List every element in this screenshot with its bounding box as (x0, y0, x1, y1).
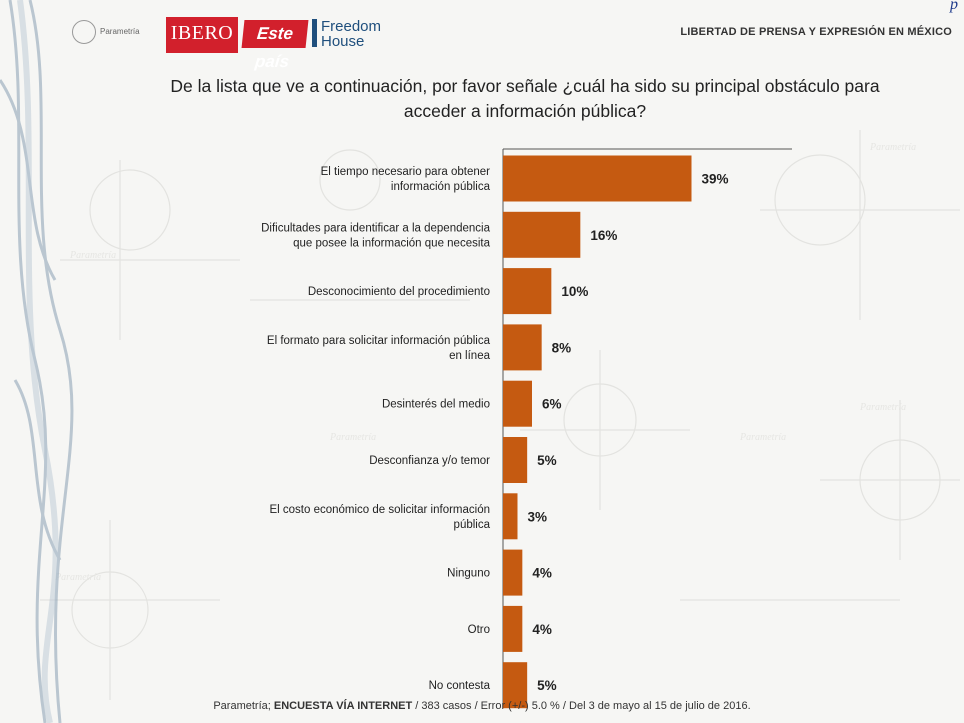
freedom-house-logo: Freedom House (312, 19, 402, 53)
page-mark: p (950, 0, 958, 13)
bar (503, 324, 542, 371)
data-label: 5% (537, 453, 557, 468)
header: Parametría IBERO Este país Freedom House … (0, 0, 964, 71)
data-label: 4% (532, 622, 552, 637)
bar (503, 211, 581, 258)
category-label: Otro (468, 624, 490, 636)
svg-text:Parametría: Parametría (739, 432, 786, 443)
category-label: Desconocimiento del procedimiento (308, 286, 490, 298)
data-label: 16% (590, 228, 617, 243)
svg-text:Parametría: Parametría (69, 250, 116, 261)
bar (503, 605, 523, 652)
category-label: pública (454, 519, 491, 531)
svg-text:Parametría: Parametría (859, 402, 906, 413)
svg-text:Parametría: Parametría (329, 432, 376, 443)
freedom-line1: Freedom (321, 18, 382, 35)
svg-text:Parametría: Parametría (869, 142, 916, 153)
parametria-logo: Parametría (72, 20, 162, 52)
category-label: Desinterés del medio (382, 399, 490, 411)
data-label: 5% (537, 678, 557, 693)
category-label: información pública (391, 181, 491, 193)
question-line-1: De la lista que ve a continuación, por f… (170, 76, 880, 96)
svg-text:Parametría: Parametría (54, 572, 101, 583)
category-label: El formato para solicitar información pú… (267, 335, 491, 347)
data-label: 3% (528, 509, 548, 524)
bar (503, 549, 523, 596)
bar (503, 268, 552, 315)
bar (503, 662, 528, 709)
bar (503, 380, 532, 427)
data-label: 4% (532, 566, 552, 581)
question-line-2: acceder a información pública? (403, 101, 647, 121)
category-label: Desconfianza y/o temor (369, 455, 490, 467)
data-label: 10% (561, 284, 588, 299)
survey-question: De la lista que ve a continuación, por f… (110, 74, 940, 124)
bar (503, 155, 692, 202)
footer-prefix: Parametría; (213, 700, 274, 712)
data-label: 6% (542, 397, 562, 412)
parametria-logo-icon (72, 20, 96, 44)
category-label: El costo económico de solicitar informac… (269, 504, 490, 516)
freedom-line2: House (321, 33, 365, 50)
footer-survey: ENCUESTA VÍA INTERNET (273, 700, 413, 712)
category-label: Dificultades para identificar a la depen… (261, 222, 490, 234)
category-label: El tiempo necesario para obtener (321, 166, 491, 178)
data-label: 39% (702, 172, 729, 187)
torch-icon (312, 19, 317, 47)
footer-source: Parametría; ENCUESTA VÍA INTERNET / 383 … (0, 700, 964, 712)
ibero-logo: IBERO (166, 17, 238, 53)
category-label: que posee la información que necesita (293, 237, 491, 249)
category-label: en línea (449, 350, 491, 362)
category-label: No contesta (429, 680, 491, 692)
bar (503, 437, 528, 483)
data-label: 8% (552, 340, 572, 355)
report-title: LIBERTAD DE PRENSA Y EXPRESIÓN EN MÉXICO (680, 26, 952, 38)
category-label: Ninguno (447, 568, 490, 580)
bar (503, 493, 518, 540)
footer-details: / 383 casos / Error (+/-) 5.0 % / Del 3 … (412, 700, 751, 712)
